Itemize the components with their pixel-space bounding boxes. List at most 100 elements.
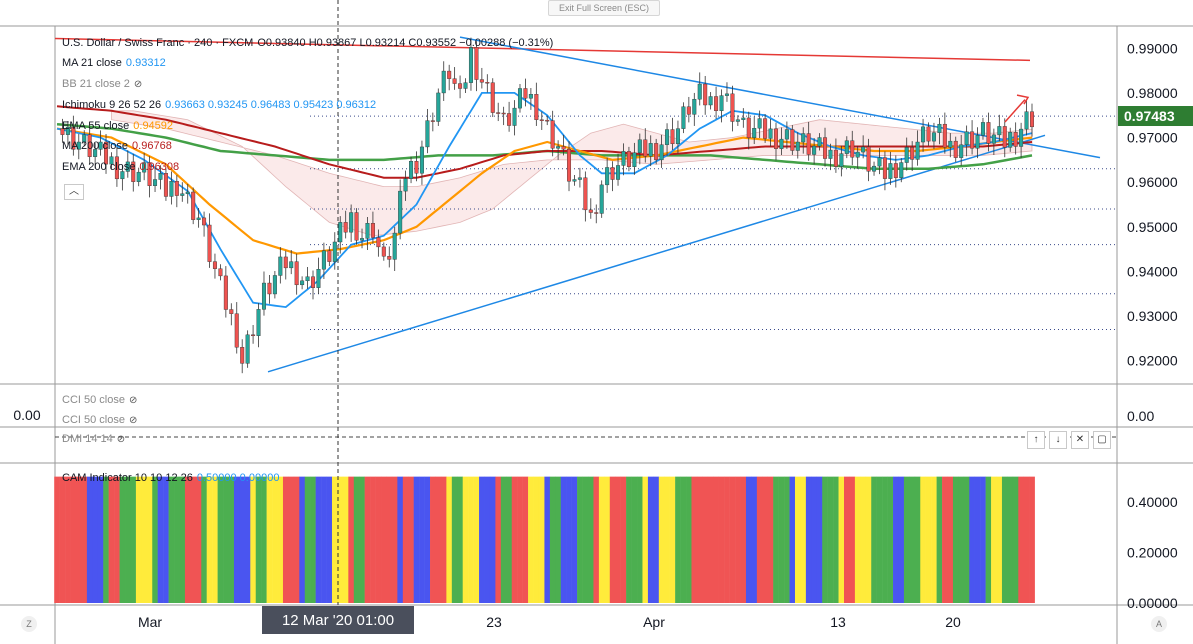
candle-body [626, 151, 631, 167]
legend-ma200[interactable]: MA 200 close 0.96768 [62, 140, 172, 152]
candle-body [637, 139, 642, 153]
cam-bar [435, 476, 442, 603]
cam-bar [391, 476, 398, 603]
candle-body [381, 246, 386, 257]
candle-body [343, 222, 348, 233]
close-pane-button[interactable]: ✕ [1071, 431, 1089, 449]
candle-body [599, 184, 604, 214]
cam-bar [266, 476, 273, 603]
candle-body [267, 282, 272, 295]
cam-bar [277, 476, 284, 603]
candle-body [251, 334, 256, 337]
cam-bar [686, 476, 692, 603]
cam-bar [86, 476, 93, 603]
maximize-pane-button[interactable]: ▢ [1093, 431, 1111, 449]
cam-bar [473, 476, 480, 603]
cam-bar [560, 476, 567, 603]
eye-hidden-icon[interactable]: ⊘ [128, 415, 138, 426]
cam-bar [538, 476, 545, 603]
cam-bar [59, 476, 66, 603]
candle-body [354, 212, 359, 241]
candle-body [910, 147, 915, 160]
candle-body [882, 157, 887, 179]
cam-bar [413, 476, 420, 603]
cam-bar [942, 476, 948, 603]
candle-body [703, 83, 708, 106]
candle-body [1029, 111, 1034, 128]
cam-bar [528, 476, 534, 603]
cam-bar [217, 476, 224, 603]
cam-bar [903, 476, 910, 603]
move-pane-down-button[interactable]: ↓ [1049, 431, 1067, 449]
cam-bar [991, 476, 997, 603]
cam-bar [587, 476, 594, 603]
candle-body [479, 79, 484, 83]
cam-values: 0.50000 0.00000 [196, 472, 280, 484]
cam-bar [190, 476, 197, 603]
legend-cci2[interactable]: CCI 50 close ⊘ [62, 414, 143, 426]
candle-body [991, 134, 996, 144]
ema55-value: 0.94592 [133, 120, 174, 132]
legend-ema200[interactable]: EMA 200 close 0.96308 [62, 161, 179, 173]
cam-bar [642, 476, 649, 603]
time-tick-label: 23 [486, 614, 502, 630]
candle-body [425, 120, 430, 148]
candle-body [790, 129, 795, 151]
legend-cam[interactable]: CAM Indicator 10 10 12 26 0.50000 0.0000… [62, 472, 279, 484]
candle-body [272, 275, 277, 295]
cam-bar [773, 476, 779, 603]
cam-bar [707, 476, 714, 603]
candle-body [980, 122, 985, 136]
auto-scale-button[interactable]: A [1151, 616, 1167, 632]
candle-body [850, 140, 855, 158]
ema200-value: 0.96308 [139, 161, 180, 173]
cam-bar [484, 476, 491, 603]
candle-body [855, 151, 860, 158]
candle-body [534, 94, 539, 120]
eye-hidden-icon[interactable]: ⊘ [128, 395, 138, 406]
cam-bar [1023, 476, 1030, 603]
candle-body [403, 178, 408, 192]
legend-dmi[interactable]: DMI 14 14 ⊘ [62, 433, 131, 445]
collapse-legend-button[interactable]: ︿ [64, 184, 84, 200]
cam-bar [745, 476, 752, 603]
cam-bar [419, 476, 425, 603]
move-pane-up-button[interactable]: ↑ [1027, 431, 1045, 449]
candle-body [970, 131, 975, 149]
ma21-value: 0.93312 [125, 57, 166, 69]
candle-body [632, 152, 637, 167]
eye-hidden-icon[interactable]: ⊘ [116, 434, 126, 445]
cam-bar [315, 476, 322, 603]
exit-fullscreen-button[interactable]: Exit Full Screen (ESC) [548, 0, 660, 16]
candle-body [823, 137, 828, 159]
candle-body [289, 261, 294, 269]
cam-bar [876, 476, 883, 603]
cam-bar [664, 476, 670, 603]
candle-body [866, 146, 871, 172]
legend-cci1[interactable]: CCI 50 close ⊘ [62, 394, 143, 406]
cam-bar [865, 476, 872, 603]
cam-bar [326, 476, 333, 603]
cam-bar [724, 476, 730, 603]
candle-body [567, 148, 572, 182]
candle-body [180, 193, 185, 196]
cam-bar [637, 476, 643, 603]
legend-bb21[interactable]: BB 21 close 2 ⊘ [62, 78, 148, 90]
legend-ema55[interactable]: EMA 55 close 0.94592 [62, 120, 173, 132]
cam-bar [740, 476, 747, 603]
cam-bar [353, 476, 360, 603]
legend-ichimoku[interactable]: Ichimoku 9 26 52 26 0.93663 0.93245 0.96… [62, 99, 376, 111]
candle-body [697, 83, 702, 100]
target-arrow [1004, 99, 1026, 123]
eye-hidden-icon[interactable]: ⊘ [133, 79, 143, 90]
candle-body [904, 147, 909, 163]
legend-ma21[interactable]: MA 21 close 0.93312 [62, 57, 166, 69]
zoom-toggle-button[interactable]: Z [21, 616, 37, 632]
candle-body [131, 161, 136, 182]
candle-body [670, 129, 675, 145]
cam-bar [511, 476, 518, 603]
time-tick-label: 13 [830, 614, 846, 630]
cam-bar [615, 476, 621, 603]
candle-body [594, 212, 599, 214]
